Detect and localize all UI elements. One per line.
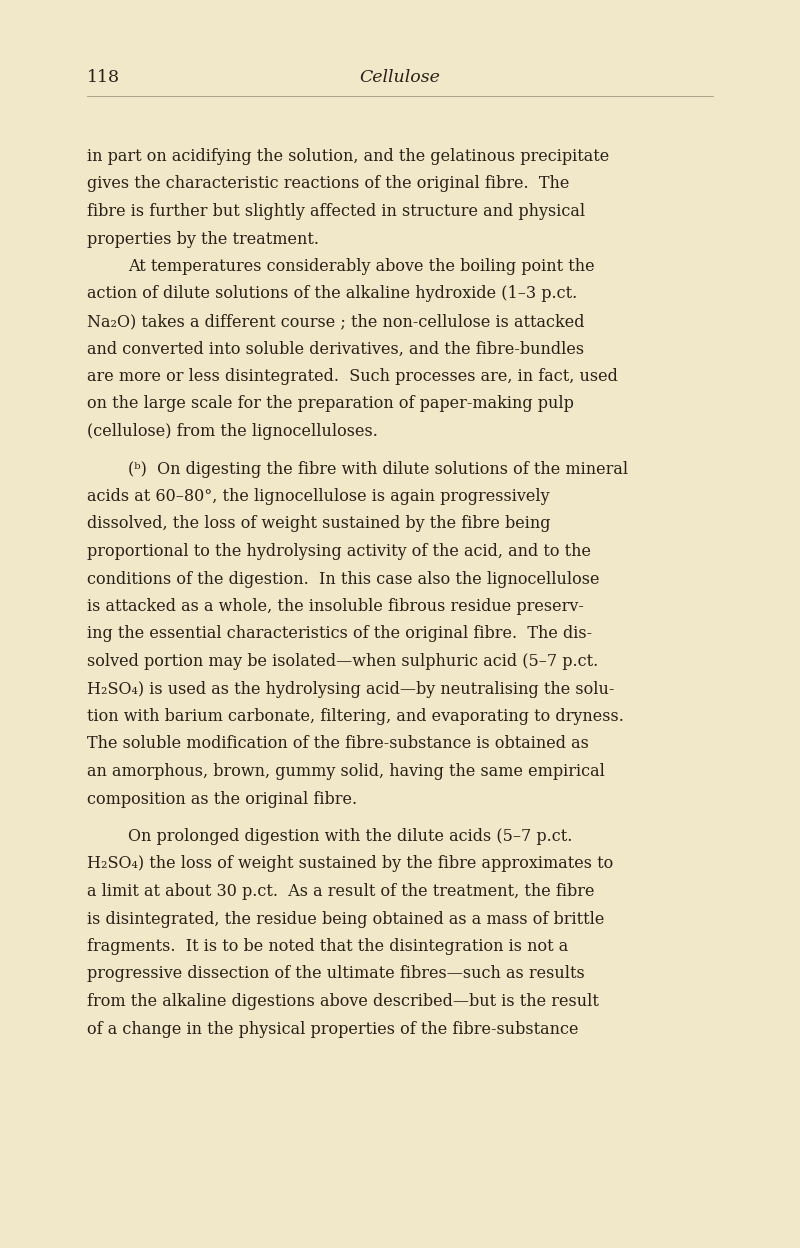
Text: and converted into soluble derivatives, and the fibre-bundles: and converted into soluble derivatives, … — [87, 341, 584, 357]
Text: of a change in the physical properties of the fibre-substance: of a change in the physical properties o… — [87, 1021, 578, 1037]
Text: At temperatures considerably above the boiling point the: At temperatures considerably above the b… — [128, 258, 594, 275]
Text: a limit at about 30 p.ct.  As a result of the treatment, the fibre: a limit at about 30 p.ct. As a result of… — [87, 884, 594, 900]
Text: fibre is further but slightly affected in structure and physical: fibre is further but slightly affected i… — [87, 203, 585, 220]
Text: progressive dissection of the ultimate fibres—such as results: progressive dissection of the ultimate f… — [87, 966, 585, 982]
Text: Na₂O) takes a different course ; the non-cellulose is attacked: Na₂O) takes a different course ; the non… — [87, 313, 585, 329]
Text: an amorphous, brown, gummy solid, having the same empirical: an amorphous, brown, gummy solid, having… — [87, 763, 605, 780]
Text: solved portion may be isolated—when sulphuric acid (5–7 p.ct.: solved portion may be isolated—when sulp… — [87, 653, 598, 670]
Text: is disintegrated, the residue being obtained as a mass of brittle: is disintegrated, the residue being obta… — [87, 911, 604, 927]
Text: action of dilute solutions of the alkaline hydroxide (1–3 p.ct.: action of dilute solutions of the alkali… — [87, 286, 578, 302]
Text: on the large scale for the preparation of paper-making pulp: on the large scale for the preparation o… — [87, 396, 574, 413]
Text: (ᵇ)  On digesting the fibre with dilute solutions of the mineral: (ᵇ) On digesting the fibre with dilute s… — [128, 461, 628, 478]
Text: in part on acidifying the solution, and the gelatinous precipitate: in part on acidifying the solution, and … — [87, 149, 610, 165]
Text: On prolonged digestion with the dilute acids (5–7 p.ct.: On prolonged digestion with the dilute a… — [128, 827, 572, 845]
Text: 118: 118 — [87, 70, 120, 86]
Text: ing the essential characteristics of the original fibre.  The dis-: ing the essential characteristics of the… — [87, 625, 592, 643]
Text: dissolved, the loss of weight sustained by the fibre being: dissolved, the loss of weight sustained … — [87, 515, 550, 533]
Text: acids at 60–80°, the lignocellulose is again progressively: acids at 60–80°, the lignocellulose is a… — [87, 488, 550, 505]
Text: The soluble modification of the fibre-substance is obtained as: The soluble modification of the fibre-su… — [87, 735, 589, 753]
Text: fragments.  It is to be noted that the disintegration is not a: fragments. It is to be noted that the di… — [87, 938, 568, 955]
Text: from the alkaline digestions above described—but is the result: from the alkaline digestions above descr… — [87, 993, 599, 1010]
Text: Cellulose: Cellulose — [359, 70, 441, 86]
Text: conditions of the digestion.  In this case also the lignocellulose: conditions of the digestion. In this cas… — [87, 570, 599, 588]
Text: H₂SO₄) the loss of weight sustained by the fibre approximates to: H₂SO₄) the loss of weight sustained by t… — [87, 855, 614, 872]
Text: are more or less disintegrated.  Such processes are, in fact, used: are more or less disintegrated. Such pro… — [87, 368, 618, 384]
Text: gives the characteristic reactions of the original fibre.  The: gives the characteristic reactions of th… — [87, 176, 570, 192]
Text: (cellulose) from the lignocelluloses.: (cellulose) from the lignocelluloses. — [87, 423, 378, 441]
Text: proportional to the hydrolysing activity of the acid, and to the: proportional to the hydrolysing activity… — [87, 543, 591, 560]
Text: composition as the original fibre.: composition as the original fibre. — [87, 790, 357, 807]
Text: is attacked as a whole, the insoluble fibrous residue preserv-: is attacked as a whole, the insoluble fi… — [87, 598, 584, 615]
Text: properties by the treatment.: properties by the treatment. — [87, 231, 319, 247]
Text: tion with barium carbonate, filtering, and evaporating to dryness.: tion with barium carbonate, filtering, a… — [87, 708, 624, 725]
Text: H₂SO₄) is used as the hydrolysing acid—by neutralising the solu-: H₂SO₄) is used as the hydrolysing acid—b… — [87, 680, 614, 698]
